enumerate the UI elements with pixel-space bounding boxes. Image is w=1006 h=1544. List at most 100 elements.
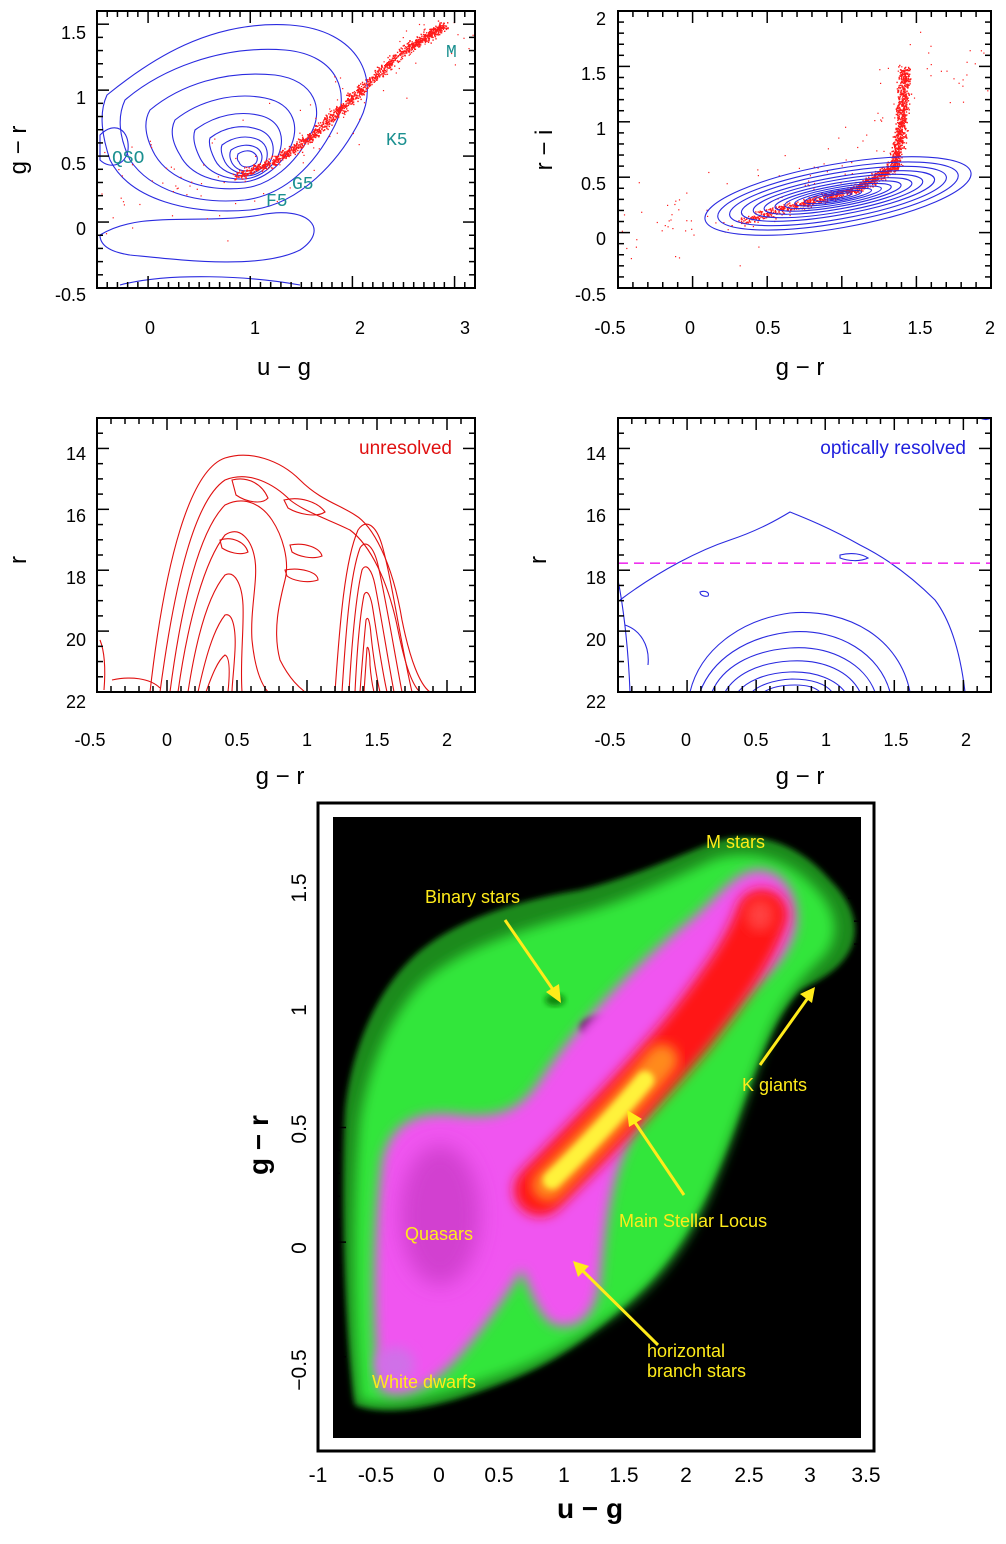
data-point [404, 47, 406, 50]
data-point [886, 169, 889, 171]
data-point [329, 110, 332, 113]
data-point [322, 130, 325, 132]
data-point [781, 207, 783, 209]
data-point [429, 30, 431, 33]
k5-label: K5 [386, 131, 408, 151]
data-point [363, 94, 365, 96]
data-point [405, 48, 408, 51]
plot-frame [617, 10, 992, 289]
data-point [896, 127, 898, 129]
data-point [314, 128, 317, 130]
data-point [241, 178, 244, 180]
data-point [411, 46, 414, 48]
data-point [902, 147, 904, 149]
data-point [768, 214, 770, 216]
data-point [903, 122, 905, 125]
data-point [432, 29, 435, 31]
data-point [907, 97, 909, 99]
data-point [794, 204, 796, 206]
data-point [630, 258, 632, 260]
data-point [402, 53, 404, 55]
data-point [880, 119, 882, 121]
data-point [319, 127, 321, 129]
data-point [211, 142, 213, 144]
data-point [331, 124, 333, 126]
data-point [428, 32, 430, 35]
data-point [120, 197, 122, 199]
data-point [908, 112, 910, 114]
data-point [901, 118, 904, 120]
data-point [883, 150, 885, 152]
y-tick-label: 1 [76, 88, 86, 108]
data-point [362, 89, 364, 91]
data-point [897, 147, 900, 149]
data-point [897, 135, 899, 137]
data-point [883, 175, 885, 177]
data-point [382, 90, 385, 92]
x-tick-label: 2 [985, 318, 995, 338]
data-point [877, 112, 879, 114]
data-point [395, 57, 398, 59]
data-point [880, 172, 883, 174]
data-point [248, 167, 250, 169]
data-point [838, 194, 840, 196]
data-point [266, 159, 268, 162]
data-point [315, 125, 317, 128]
data-point [336, 132, 338, 134]
x-tick-label: -0.5 [594, 318, 625, 338]
data-point [309, 139, 311, 142]
data-point [904, 74, 906, 76]
data-point [893, 153, 896, 155]
data-point [387, 67, 390, 69]
data-point [255, 165, 257, 167]
data-point [307, 136, 309, 138]
data-point [399, 40, 401, 43]
data-point [376, 66, 379, 68]
data-point [442, 23, 445, 25]
main-locus-core [543, 1071, 654, 1189]
data-point [415, 40, 417, 43]
k-giants-arrowhead [800, 987, 815, 1003]
data-point [255, 167, 257, 170]
data-point [904, 87, 906, 90]
data-point [384, 65, 386, 67]
data-point [902, 115, 905, 118]
data-point [900, 121, 902, 123]
data-point [283, 157, 286, 159]
data-point [349, 99, 351, 102]
data-point [900, 129, 903, 131]
data-point [678, 209, 680, 211]
data-point [826, 199, 829, 201]
data-point [358, 144, 360, 146]
data-point [409, 53, 411, 55]
data-point [351, 98, 353, 100]
data-point [408, 51, 410, 53]
data-point [288, 150, 290, 152]
data-point [415, 42, 418, 45]
horizontal-branch-arrow [578, 1266, 660, 1347]
data-point [376, 70, 379, 73]
data-point [384, 65, 387, 67]
data-point [420, 42, 422, 44]
data-point [122, 201, 125, 203]
data-point [304, 139, 306, 141]
data-point [416, 41, 419, 44]
data-point [360, 89, 362, 91]
data-point [269, 162, 271, 165]
data-point [828, 194, 830, 196]
data-point [802, 201, 805, 204]
data-point [830, 199, 832, 201]
data-point [335, 108, 337, 110]
data-point [312, 136, 314, 138]
data-point [367, 81, 369, 83]
data-point [423, 38, 425, 41]
data-point [903, 98, 906, 101]
data-point [290, 149, 292, 151]
data-point [336, 114, 339, 116]
data-point [308, 136, 310, 138]
data-point [795, 202, 797, 205]
x-tick-label: 1.5 [907, 318, 932, 338]
data-point [374, 77, 376, 80]
data-point [383, 69, 386, 71]
data-point [359, 93, 361, 95]
